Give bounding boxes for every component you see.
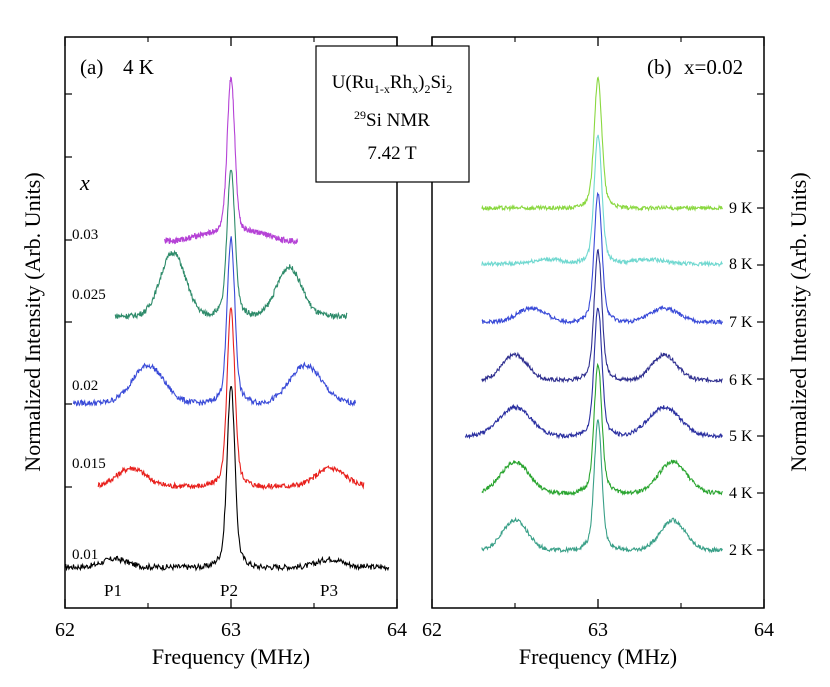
x-tick-label: 62 [55,619,75,641]
compound-u: U(Ru [332,72,375,93]
nmr-isotope-sup: 29 [354,108,366,122]
x-tick-label: 63 [588,619,608,641]
annotation-field: 7.42 T [367,143,417,164]
series-label: 0.015 [72,456,106,472]
nmr-text: Si NMR [366,110,430,131]
compound-sub-1x: 1-x [374,82,390,96]
series-label: 8 K [729,256,753,273]
series-label: 5 K [729,428,753,445]
panel-a-x-axis-label: Frequency (MHz) [152,644,310,669]
spectrum-line-0-01 [64,386,390,572]
annotation-box: U(Ru1-xRhx)2Si2 29Si NMR 7.42 T [315,45,470,183]
spectrum-line-0-025 [114,169,348,321]
panel-b-spectra [464,76,723,554]
compound-close: ) [418,72,424,93]
series-label: 9 K [729,200,753,217]
spectrum-line-0-02 [72,236,357,408]
x-tick-label: 62 [422,619,442,641]
panel-a-label: (a) [80,55,103,79]
panel-b-x-axis-label: Frequency (MHz) [519,644,677,669]
spectrum-line-0-03 [164,76,298,246]
panel-b-series-labels: 2 K 4 K 5 K 6 K 7 K 8 K 9 K [729,200,753,559]
series-label: 0.01 [72,547,98,563]
panel-b-condition: x=0.02 [684,55,743,79]
compound-sub-2a: 2 [424,82,430,96]
peak-label-p1: P1 [104,581,122,600]
series-label: 2 K [729,542,753,559]
series-label: 0.02 [72,378,98,394]
annotation-box-frame [315,45,470,183]
compound-si: Si [430,72,446,93]
panel-a-y-axis-label: Normalized Intensity (Arb. Units) [20,172,45,471]
series-label: 0.03 [72,227,98,243]
panel-a-ticks [64,37,398,608]
series-label: 6 K [729,372,753,389]
x-tick-label: 64 [387,619,407,641]
panel-a-x-tick-labels: 62 63 64 [55,619,407,641]
compound-sub-2b: 2 [446,82,452,96]
legend-title-x: x [79,170,90,195]
x-tick-label: 64 [754,619,774,641]
annotation-nmr: 29Si NMR [354,108,430,131]
compound-sub-x: x [412,82,418,96]
compound-rh: Rh [390,72,413,93]
spectrum-line-6-k [481,248,723,384]
spectrum-line-4-k [481,362,723,497]
panel-a-condition: 4 K [123,55,154,79]
spectrum-line-9-k [481,76,723,212]
spectrum-line-8-k [481,134,723,268]
series-label: 0.025 [72,287,106,303]
panel-b-x-tick-labels: 62 63 64 [422,619,774,641]
peak-label-p2: P2 [220,581,238,600]
series-label: 7 K [729,314,753,331]
spectrum-line-2-k [481,419,723,554]
series-label: 4 K [729,485,753,502]
spectrum-line-7-k [481,191,723,326]
spectrum-line-0-015 [97,306,365,491]
panel-a-series-labels: 0.01 0.015 0.02 0.025 0.03 [72,227,106,563]
spectrum-line-5-k [464,307,723,440]
annotation-compound: U(Ru1-xRhx)2Si2 [332,72,453,96]
peak-label-p3: P3 [320,581,338,600]
panel-b-ticks [431,37,765,608]
x-tick-label: 63 [221,619,241,641]
panel-a-spectra [64,76,390,572]
panel-b-y-axis-label: Normalized Intensity (Arb. Units) [786,172,811,471]
panel-b-label: (b) [647,55,672,79]
